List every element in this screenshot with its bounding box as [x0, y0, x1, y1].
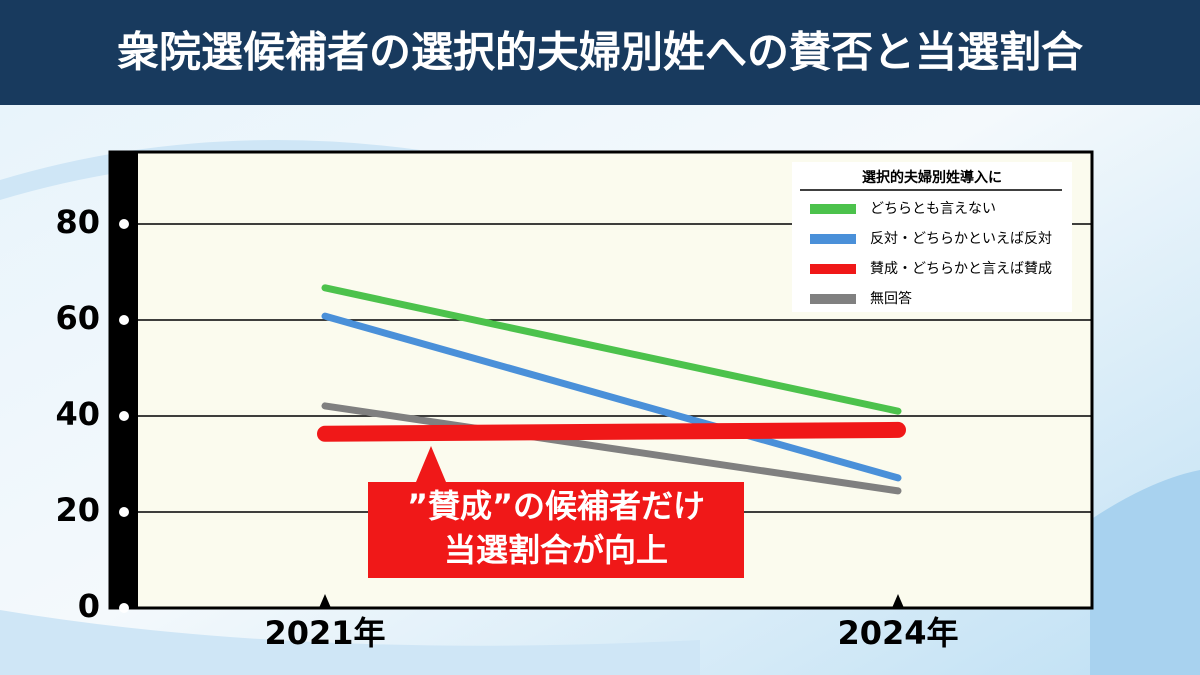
tick-mark — [119, 315, 129, 325]
tick-mark — [119, 603, 129, 613]
tick-mark — [119, 219, 129, 229]
chart-title: 衆院選候補者の選択的夫婦別姓への賛否と当選割合 — [117, 28, 1083, 77]
legend-swatch — [810, 234, 856, 244]
legend-label: 無回答 — [870, 290, 912, 307]
x-tick-label: 2024年 — [837, 614, 958, 652]
legend-label: 賛成・どちらかと言えば賛成 — [870, 261, 1052, 277]
annotation-text: ”賛成”の候補者だけ — [407, 487, 705, 525]
y-tick-label: 20 — [55, 491, 100, 529]
decoration — [1090, 470, 1200, 675]
y-tick-label: 40 — [55, 395, 100, 433]
y-tick-label: 80 — [55, 203, 100, 241]
y-tick-label: 60 — [55, 299, 100, 337]
y-tick-label: 0 — [78, 587, 100, 625]
x-tick — [319, 594, 331, 608]
legend-swatch — [810, 264, 856, 274]
legend-swatch — [810, 294, 856, 304]
series-line — [321, 402, 902, 495]
series-line — [321, 284, 902, 415]
x-tick — [892, 594, 904, 608]
decoration — [0, 610, 700, 675]
x-tick-label: 2021年 — [264, 614, 385, 652]
legend-label: どちらとも言えない — [870, 201, 996, 217]
legend-label: 反対・どちらかといえば反対 — [870, 231, 1052, 247]
annotation-text: 当選割合が向上 — [444, 531, 668, 569]
tick-mark — [119, 507, 129, 517]
tick-mark — [119, 411, 129, 421]
annotation-box — [368, 446, 744, 578]
series-line — [321, 312, 902, 482]
title-bar — [0, 0, 1200, 105]
series-line — [317, 421, 906, 442]
legend-title: 選択的夫婦別姓導入に — [862, 169, 1002, 186]
legend-swatch — [810, 204, 856, 214]
